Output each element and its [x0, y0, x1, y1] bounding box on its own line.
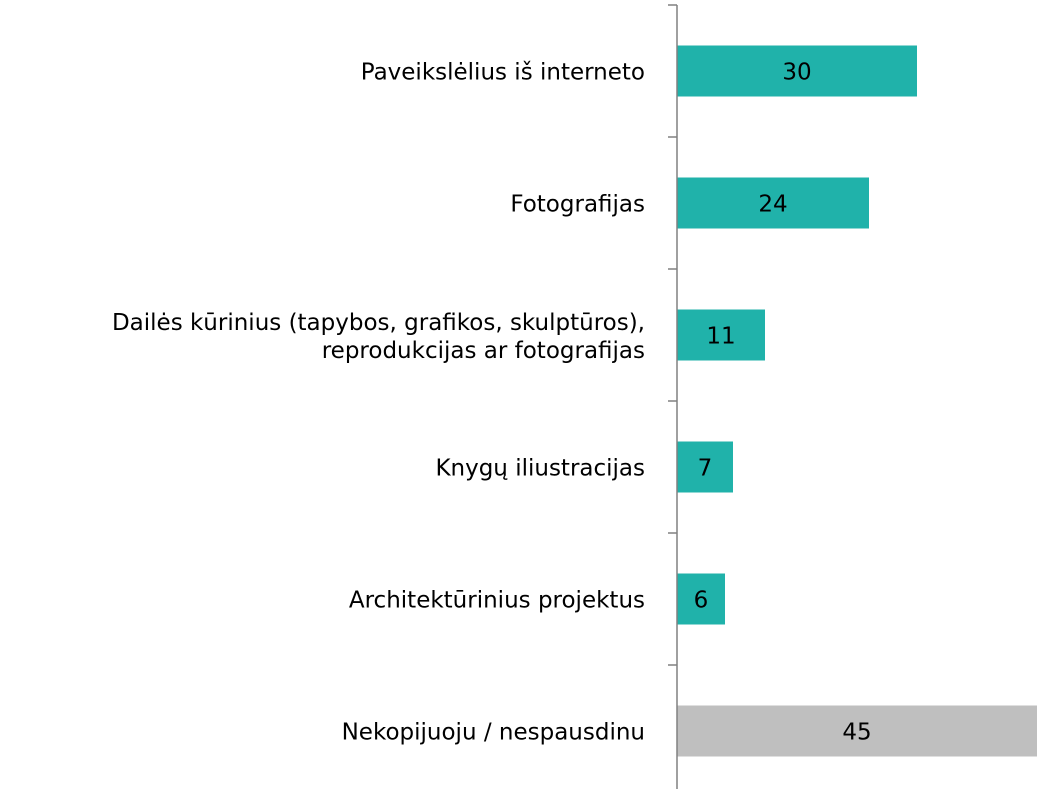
category-label: Architektūrinius projektus [349, 588, 645, 614]
value-label: 11 [706, 324, 735, 350]
bar [677, 309, 765, 361]
bar [677, 573, 725, 625]
bar [677, 45, 917, 97]
bar [677, 441, 733, 493]
category-label: Nekopijuoju / nespausdinu [342, 720, 645, 746]
value-label: 6 [694, 588, 709, 614]
bar [677, 705, 1037, 757]
category-label: Fotografijas [510, 192, 645, 218]
value-label: 30 [782, 60, 811, 86]
category-label: Knygų iliustracijas [435, 456, 645, 482]
bar [677, 177, 869, 229]
value-label: 7 [698, 456, 713, 482]
category-label: Dailės kūrinius (tapybos, grafikos, skul… [112, 310, 645, 364]
category-label: Paveikslėlius iš interneto [361, 60, 645, 86]
value-label: 45 [842, 720, 871, 746]
value-label: 24 [758, 192, 787, 218]
